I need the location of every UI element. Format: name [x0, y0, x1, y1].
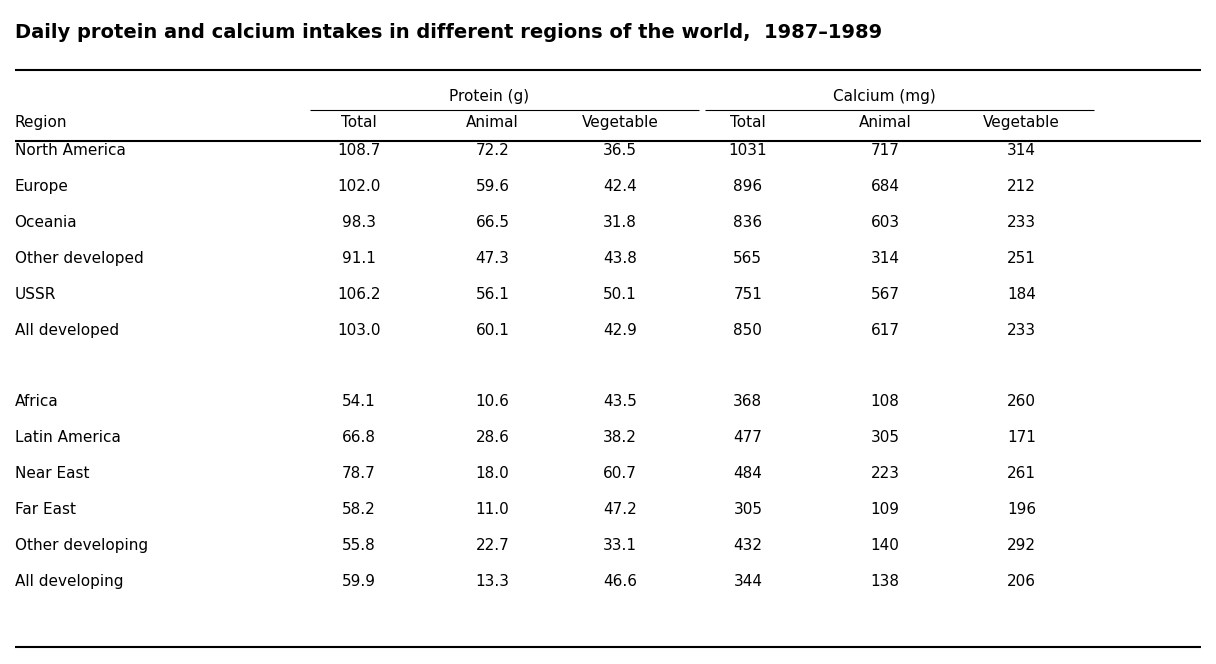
Text: 60.7: 60.7 — [603, 466, 637, 481]
Text: 260: 260 — [1007, 394, 1036, 409]
Text: Europe: Europe — [15, 179, 68, 194]
Text: Other developing: Other developing — [15, 538, 147, 552]
Text: 109: 109 — [871, 502, 900, 517]
Text: 1031: 1031 — [728, 143, 767, 158]
Text: 58.2: 58.2 — [342, 502, 376, 517]
Text: 184: 184 — [1007, 287, 1036, 301]
Text: 206: 206 — [1007, 574, 1036, 588]
Text: 47.3: 47.3 — [475, 251, 510, 266]
Text: 56.1: 56.1 — [475, 287, 510, 301]
Text: 603: 603 — [871, 215, 900, 230]
Text: 836: 836 — [733, 215, 762, 230]
Text: 314: 314 — [871, 251, 900, 266]
Text: Oceania: Oceania — [15, 215, 78, 230]
Text: 896: 896 — [733, 179, 762, 194]
Text: 567: 567 — [871, 287, 900, 301]
Text: 484: 484 — [733, 466, 762, 481]
Text: Latin America: Latin America — [15, 430, 120, 445]
Text: 344: 344 — [733, 574, 762, 588]
Text: 565: 565 — [733, 251, 762, 266]
Text: Total: Total — [340, 116, 377, 130]
Text: 171: 171 — [1007, 430, 1036, 445]
Text: 55.8: 55.8 — [342, 538, 376, 552]
Text: Daily protein and calcium intakes in different regions of the world,  1987–1989: Daily protein and calcium intakes in dif… — [15, 23, 882, 42]
Text: Vegetable: Vegetable — [983, 116, 1060, 130]
Text: 477: 477 — [733, 430, 762, 445]
Text: Total: Total — [730, 116, 766, 130]
Text: 22.7: 22.7 — [475, 538, 510, 552]
Text: 13.3: 13.3 — [475, 574, 510, 588]
Text: 305: 305 — [871, 430, 900, 445]
Text: 47.2: 47.2 — [603, 502, 637, 517]
Text: 850: 850 — [733, 323, 762, 337]
Text: 223: 223 — [871, 466, 900, 481]
Text: USSR: USSR — [15, 287, 56, 301]
Text: 292: 292 — [1007, 538, 1036, 552]
Text: 617: 617 — [871, 323, 900, 337]
Text: 31.8: 31.8 — [603, 215, 637, 230]
Text: 103.0: 103.0 — [337, 323, 381, 337]
Text: 18.0: 18.0 — [475, 466, 510, 481]
Text: 91.1: 91.1 — [342, 251, 376, 266]
Text: 38.2: 38.2 — [603, 430, 637, 445]
Text: All developed: All developed — [15, 323, 119, 337]
Text: 43.8: 43.8 — [603, 251, 637, 266]
Text: 72.2: 72.2 — [475, 143, 510, 158]
Text: 54.1: 54.1 — [342, 394, 376, 409]
Text: 42.4: 42.4 — [603, 179, 637, 194]
Text: 196: 196 — [1007, 502, 1036, 517]
Text: 60.1: 60.1 — [475, 323, 510, 337]
Text: Vegetable: Vegetable — [581, 116, 659, 130]
Text: 11.0: 11.0 — [475, 502, 510, 517]
Text: Far East: Far East — [15, 502, 75, 517]
Text: 33.1: 33.1 — [603, 538, 637, 552]
Text: 102.0: 102.0 — [337, 179, 381, 194]
Text: 66.5: 66.5 — [475, 215, 510, 230]
Text: 108.7: 108.7 — [337, 143, 381, 158]
Text: Region: Region — [15, 116, 67, 130]
Text: Calcium (mg): Calcium (mg) — [833, 89, 936, 104]
Text: 261: 261 — [1007, 466, 1036, 481]
Text: 98.3: 98.3 — [342, 215, 376, 230]
Text: Other developed: Other developed — [15, 251, 143, 266]
Text: 305: 305 — [733, 502, 762, 517]
Text: 10.6: 10.6 — [475, 394, 510, 409]
Text: 432: 432 — [733, 538, 762, 552]
Text: 106.2: 106.2 — [337, 287, 381, 301]
Text: 717: 717 — [871, 143, 900, 158]
Text: 138: 138 — [871, 574, 900, 588]
Text: Animal: Animal — [466, 116, 519, 130]
Text: 50.1: 50.1 — [603, 287, 637, 301]
Text: 251: 251 — [1007, 251, 1036, 266]
Text: Near East: Near East — [15, 466, 89, 481]
Text: 59.9: 59.9 — [342, 574, 376, 588]
Text: 684: 684 — [871, 179, 900, 194]
Text: 36.5: 36.5 — [603, 143, 637, 158]
Text: 59.6: 59.6 — [475, 179, 510, 194]
Text: 28.6: 28.6 — [475, 430, 510, 445]
Text: 78.7: 78.7 — [342, 466, 376, 481]
Text: 140: 140 — [871, 538, 900, 552]
Text: 751: 751 — [733, 287, 762, 301]
Text: 233: 233 — [1007, 215, 1036, 230]
Text: Animal: Animal — [858, 116, 912, 130]
Text: 108: 108 — [871, 394, 900, 409]
Text: Africa: Africa — [15, 394, 58, 409]
Text: 368: 368 — [733, 394, 762, 409]
Text: All developing: All developing — [15, 574, 123, 588]
Text: Protein (g): Protein (g) — [450, 89, 529, 104]
Text: 46.6: 46.6 — [603, 574, 637, 588]
Text: 212: 212 — [1007, 179, 1036, 194]
Text: 66.8: 66.8 — [342, 430, 376, 445]
Text: 43.5: 43.5 — [603, 394, 637, 409]
Text: 314: 314 — [1007, 143, 1036, 158]
Text: 42.9: 42.9 — [603, 323, 637, 337]
Text: North America: North America — [15, 143, 125, 158]
Text: 233: 233 — [1007, 323, 1036, 337]
